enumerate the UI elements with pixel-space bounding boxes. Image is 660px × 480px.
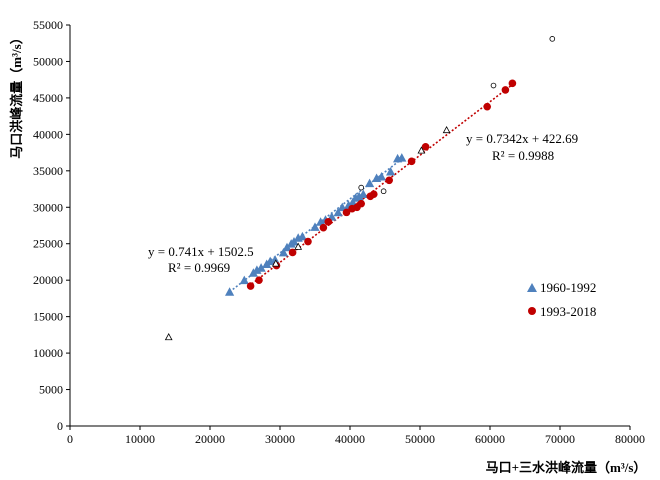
data-point-triangle	[333, 207, 343, 217]
data-point-triangle	[376, 172, 387, 181]
data-point-triangle	[417, 146, 426, 154]
y-tick-label: 5000	[39, 383, 63, 397]
y-tick-label: 55000	[33, 18, 63, 32]
data-point-circle	[508, 79, 517, 88]
data-point-triangle	[294, 242, 303, 250]
data-point-triangle	[354, 191, 364, 201]
y-tick-label: 15000	[33, 310, 63, 324]
data-point-circle	[324, 218, 333, 226]
data-point-circle	[549, 36, 556, 42]
data-point-circle	[342, 208, 351, 217]
data-point-circle	[246, 282, 255, 290]
data-point-triangle	[386, 166, 396, 176]
legend-label-1960-1992: 1960-1992	[540, 280, 596, 295]
data-point-triangle	[252, 265, 262, 274]
legend-label-1993-2018: 1993-2018	[540, 304, 596, 319]
axes	[66, 24, 631, 430]
x-tick-label: 10000	[125, 432, 155, 446]
x-tick-label: 50000	[405, 432, 435, 446]
data-point-circle	[380, 188, 387, 195]
data-point-triangle	[239, 275, 249, 285]
data-point-triangle	[270, 255, 280, 264]
x-tick-label: 20000	[195, 432, 225, 446]
data-point-circle	[304, 237, 312, 246]
x-tick-label: 70000	[545, 432, 575, 446]
data-point-triangle	[278, 247, 289, 257]
legend: 1960-1992 1993-2018	[527, 280, 596, 319]
y-tick-label: 25000	[33, 237, 63, 251]
data-point-circle	[288, 248, 297, 257]
data-point-triangle	[316, 217, 326, 226]
y-tick-label: 35000	[33, 164, 63, 178]
x-axis-title: 马口+三水洪峰流量（m³/s）	[486, 460, 647, 475]
trendline-1-r2: R² = 0.9969	[168, 260, 230, 275]
data-point-triangle	[256, 263, 266, 272]
data-point-circle	[483, 102, 492, 111]
y-tick-label: 0	[57, 419, 63, 433]
data-point-circle	[407, 157, 416, 166]
data-point-triangle	[271, 259, 280, 267]
trendline-2-r2: R² = 0.9988	[492, 148, 554, 163]
data-point-circle	[370, 190, 378, 198]
data-point-circle	[385, 176, 394, 185]
y-tick-label: 45000	[33, 91, 63, 105]
legend-marker-triangle	[527, 283, 537, 292]
x-tick-label: 60000	[475, 432, 505, 446]
x-tick-label: 80000	[615, 432, 645, 446]
y-tick-label: 30000	[33, 200, 63, 214]
data-point-triangle	[442, 125, 451, 134]
data-point-circle	[255, 276, 263, 284]
data-point-triangle	[365, 178, 375, 188]
trendline-2	[248, 82, 515, 288]
y-tick-label: 10000	[33, 346, 63, 360]
data-point-circle	[319, 223, 328, 232]
data-point-circle	[490, 82, 497, 89]
data-point-circle	[357, 199, 366, 208]
y-tick-label: 50000	[33, 54, 63, 68]
data-points	[164, 36, 556, 341]
legend-marker-circle	[528, 307, 536, 315]
y-tick-label: 20000	[33, 273, 63, 287]
tick-labels: 0 10000 20000 30000 40000 50000 60000 70000 8000…	[33, 18, 645, 446]
x-tick-label: 30000	[265, 432, 295, 446]
data-point-triangle	[348, 197, 358, 207]
y-axis-title: 马口洪峰流量（m³/s）	[9, 31, 24, 158]
data-point-circle	[421, 142, 430, 151]
data-point-triangle	[164, 333, 173, 341]
data-point-triangle	[297, 231, 307, 241]
x-tick-label: 0	[67, 432, 73, 446]
trendline-2-equation: y = 0.7342x + 422.69	[466, 131, 578, 146]
y-tick-label: 40000	[33, 127, 63, 141]
data-point-circle	[358, 184, 365, 191]
data-point-triangle	[358, 189, 368, 199]
x-tick-label: 40000	[335, 432, 365, 446]
trendline-1-equation: y = 0.741x + 1502.5	[148, 244, 254, 259]
data-point-circle	[501, 86, 510, 94]
data-point-triangle	[310, 222, 320, 231]
data-point-triangle	[337, 202, 347, 212]
data-point-triangle	[225, 287, 235, 296]
data-point-triangle	[397, 153, 407, 162]
